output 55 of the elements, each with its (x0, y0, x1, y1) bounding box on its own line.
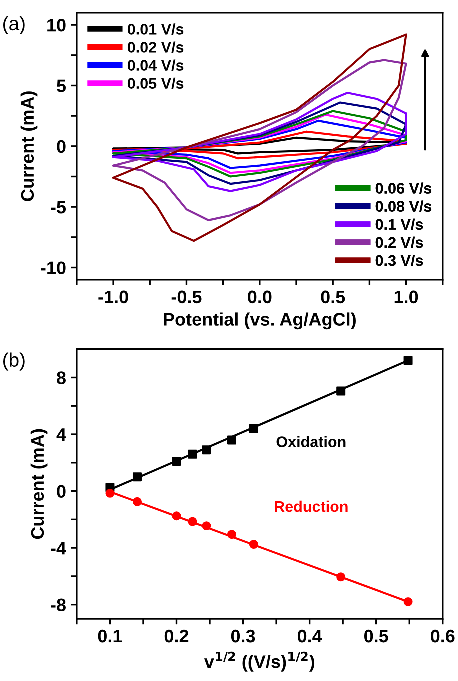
legend-label: 0.06 V/s (376, 182, 432, 194)
point (188, 450, 198, 459)
point (132, 472, 142, 482)
y-axis-title: Current (mA) (20, 92, 38, 202)
point (106, 488, 115, 498)
y-tick-label: -8 (51, 598, 66, 612)
y-tick-label: 4 (56, 428, 66, 442)
x-tick-label: 0.1 (98, 630, 122, 643)
series-label: Oxidation (276, 436, 346, 448)
x-tick-label: 0.4 (298, 630, 322, 643)
legend-label: 0.3 V/s (376, 254, 424, 266)
y-tick-label: -5 (51, 201, 66, 214)
legend-label: 0.08 V/s (376, 200, 432, 212)
legend-label: 0.1 V/s (376, 218, 424, 230)
point (336, 386, 346, 396)
y-tick-label: 10 (48, 19, 66, 32)
x-tick-label: 0.2 (164, 630, 189, 643)
point (188, 517, 198, 526)
point (227, 530, 236, 540)
point (172, 456, 182, 466)
text: Reduction (275, 500, 348, 512)
point (249, 540, 258, 550)
y-axis-title: Current (mA) (30, 429, 48, 540)
x-tick-label: 0.6 (431, 630, 455, 643)
point (202, 522, 212, 531)
legend-label: 0.04 V/s (128, 60, 184, 72)
x-tick-label: 0.5 (364, 630, 388, 643)
y-tick-label: 5 (57, 80, 66, 92)
x-axis-title: v$^{1/2}$ ((V/s)$^{1/2}$) (204, 652, 315, 672)
point (132, 497, 142, 506)
x-tick-label: 1.0 (394, 290, 418, 304)
y-tick-label: 0 (57, 485, 66, 498)
legend-label: 0.01 V/s (128, 24, 184, 36)
point (404, 598, 413, 606)
x-tick-label: 0.3 (231, 630, 256, 643)
point (227, 436, 236, 445)
y-tick-label: 0 (57, 140, 66, 154)
point (202, 446, 212, 455)
point (172, 512, 182, 521)
point (249, 424, 258, 434)
x-tick-label: -1.0 (98, 290, 128, 304)
x-tick-label: 0.0 (248, 290, 272, 304)
legend-label: 0.02 V/s (128, 42, 184, 54)
y-tick-label: -4 (51, 542, 66, 555)
x-tick-label: 0.5 (321, 290, 346, 304)
y-tick-label: 8 (57, 372, 66, 384)
x-tick-label: -0.5 (172, 290, 202, 304)
legend-label: 0.2 V/s (376, 236, 424, 248)
chart-title: (b) (3, 352, 25, 371)
point (404, 356, 413, 366)
x-axis-title: Potential (vs. Ag/AgCl) (164, 312, 356, 330)
y-tick-label: -10 (41, 262, 66, 274)
chart-title: (a) (3, 16, 25, 34)
point (336, 572, 346, 582)
legend-label: 0.05 V/s (128, 78, 184, 90)
